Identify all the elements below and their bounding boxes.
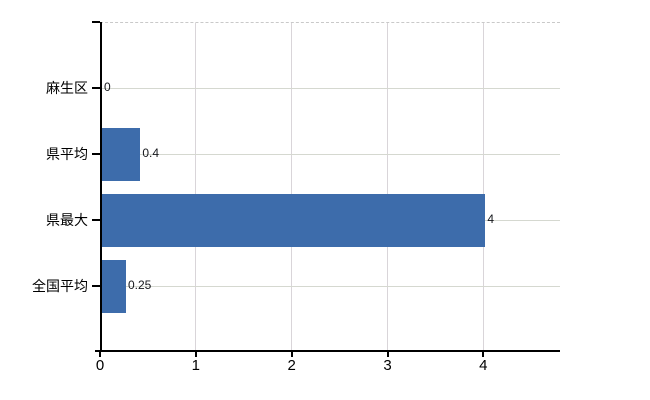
x-tick-label: 0 xyxy=(95,357,105,374)
plot-area: 0 0.4 4 0.25 xyxy=(92,21,560,357)
x-axis-tick xyxy=(99,352,101,357)
y-axis-tick xyxy=(92,285,100,287)
y-axis-line xyxy=(100,22,102,352)
bar xyxy=(102,127,141,181)
x-axis-tick xyxy=(482,352,485,357)
y-axis-tick xyxy=(92,219,100,221)
y-axis-tick xyxy=(92,87,100,89)
gridline-horizontal xyxy=(100,87,560,89)
bar xyxy=(102,259,126,313)
gridline-vertical xyxy=(195,23,197,352)
category-label: 県最大 xyxy=(46,212,88,228)
x-axis-tick xyxy=(290,352,293,357)
gridline-horizontal xyxy=(100,285,560,287)
gridline-vertical xyxy=(291,23,293,352)
x-axis-line xyxy=(95,350,560,352)
x-tick-label: 4 xyxy=(479,357,488,374)
category-label: 県平均 xyxy=(46,146,88,162)
y-axis-tick xyxy=(92,21,100,23)
y-axis-tick xyxy=(92,153,100,155)
x-tick-label: 2 xyxy=(287,357,296,374)
x-tick-label: 1 xyxy=(191,357,200,374)
bar-value-label: 0.4 xyxy=(142,146,160,160)
bar-value-label: 0.25 xyxy=(127,278,152,292)
x-axis-tick xyxy=(194,352,197,357)
gridline-horizontal xyxy=(100,153,560,155)
bar xyxy=(102,193,486,247)
bar-value-label: 4 xyxy=(487,212,495,226)
bar-value-label: 0 xyxy=(104,80,111,94)
plot-top-border xyxy=(100,22,560,23)
x-tick-label: 3 xyxy=(383,357,392,374)
gridline-vertical xyxy=(387,23,388,352)
category-label: 全国平均 xyxy=(32,278,88,294)
gridline-vertical xyxy=(482,23,484,352)
category-label: 麻生区 xyxy=(46,80,88,96)
x-axis-tick xyxy=(386,352,389,357)
